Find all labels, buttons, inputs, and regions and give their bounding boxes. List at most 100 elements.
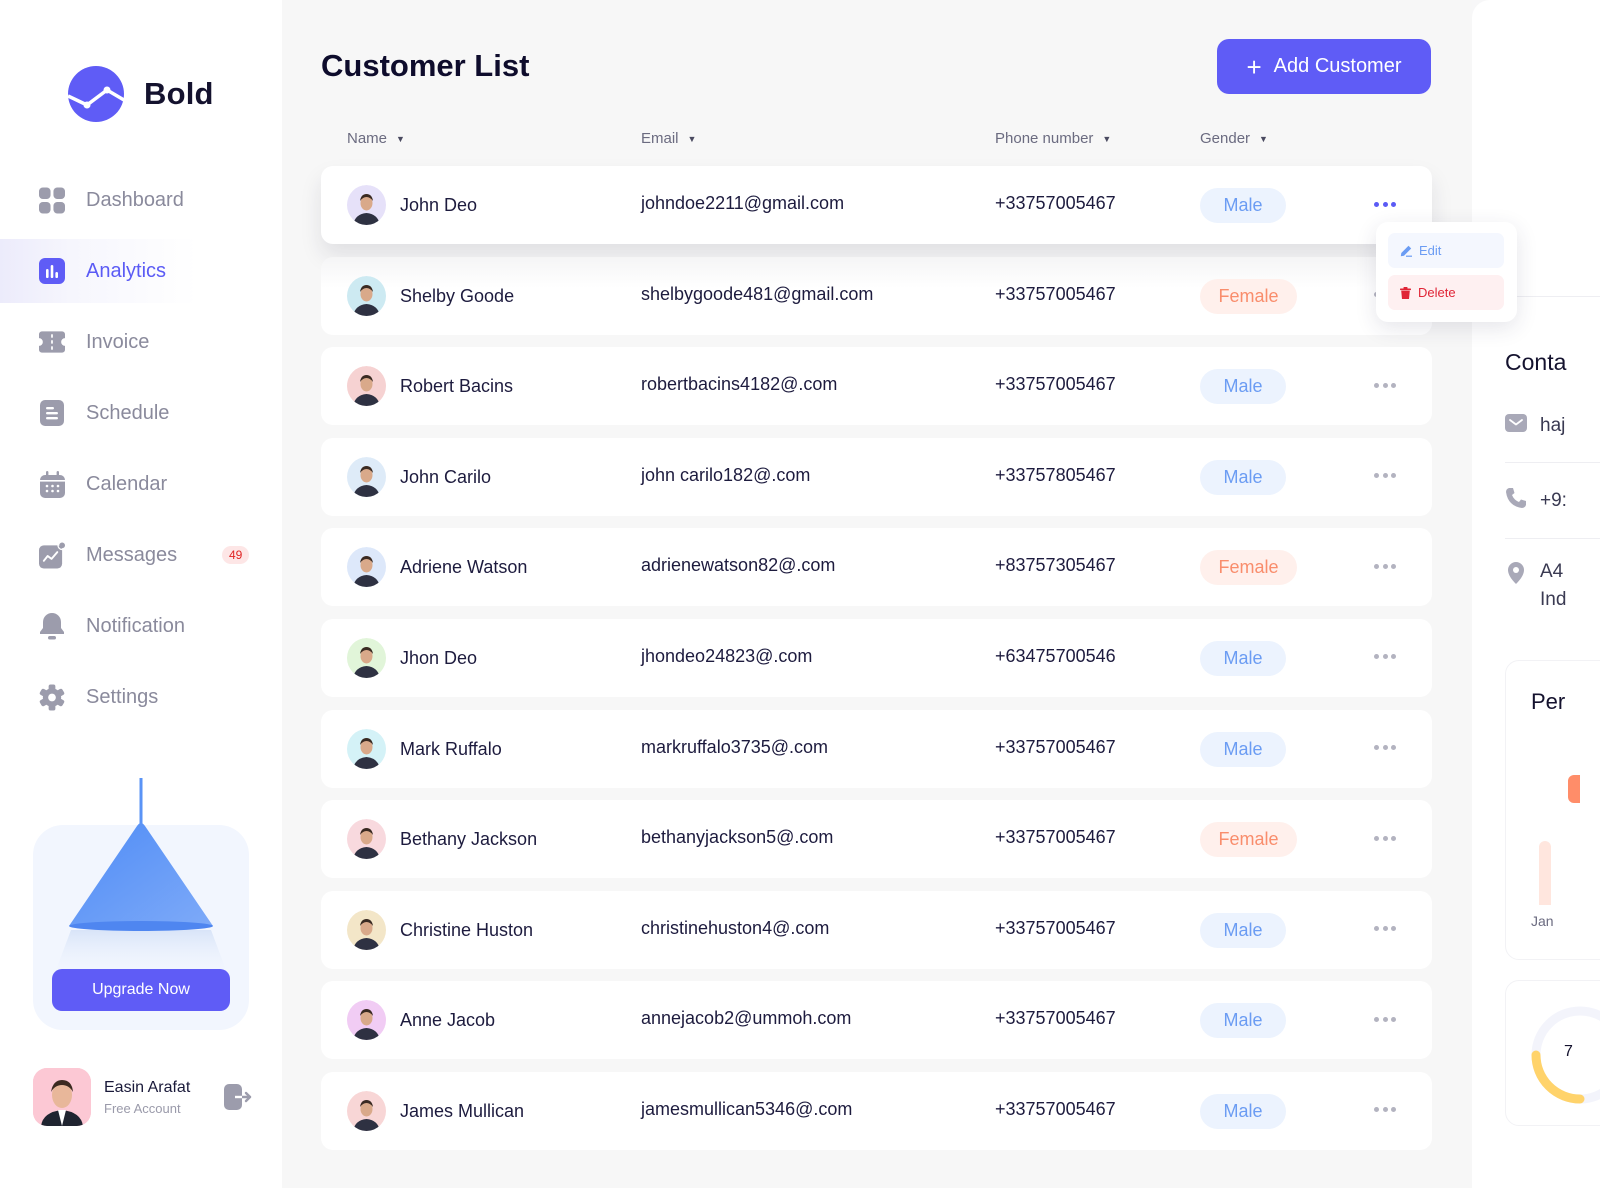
contact-phone: +9: [1505, 487, 1567, 515]
avatar [347, 637, 386, 678]
add-customer-button[interactable]: + Add Customer [1217, 39, 1431, 94]
customer-name: Anne Jacob [400, 1010, 496, 1031]
more-options-icon[interactable] [1374, 649, 1396, 665]
more-options-icon[interactable] [1374, 377, 1396, 393]
sidebar-item-messages[interactable]: Messages 49 [0, 523, 282, 587]
more-options-icon[interactable] [1374, 740, 1396, 756]
sidebar-item-label: Dashboard [86, 188, 184, 211]
table-row[interactable]: Bethany Jackson bethanyjackson5@.com +3375… [321, 800, 1432, 879]
sidebar-item-label: Notification [86, 614, 185, 637]
avatar [347, 456, 386, 497]
plus-icon: + [1246, 51, 1262, 82]
chart-bar-jan[interactable] [1539, 841, 1551, 905]
customer-name: John Deo [400, 195, 478, 215]
customer-detail-panel: Conta haj +9: A4 Ind Per Jan 7 [1472, 0, 1600, 1188]
gender-badge: Male [1200, 459, 1286, 495]
customer-phone: +33757005467 [995, 827, 1116, 848]
customer-phone: +33757005467 [995, 736, 1116, 757]
upgrade-now-button[interactable]: Upgrade Now [52, 969, 230, 1011]
more-options-icon[interactable] [1374, 921, 1396, 937]
column-label: Name [347, 130, 388, 147]
calendar-icon [39, 470, 65, 498]
sidebar-item-notification[interactable]: Notification [0, 594, 282, 658]
column-header-name[interactable]: Name ▼ [347, 130, 405, 147]
more-options-icon[interactable] [1374, 1102, 1396, 1118]
table-row[interactable]: Anne Jacob annejacob2@ummoh.com +337570054… [321, 981, 1432, 1060]
sort-caret-icon: ▼ [1102, 133, 1112, 144]
avatar [347, 185, 386, 225]
customer-name: John Carilo [400, 466, 492, 487]
divider [1505, 462, 1600, 463]
chart-bar-highlight[interactable] [1568, 775, 1580, 803]
user-info: Easin Arafat Free Account [104, 1079, 190, 1116]
performance-title: Per [1531, 689, 1566, 714]
sidebar-item-schedule[interactable]: Schedule [0, 381, 282, 445]
sidebar-item-dashboard[interactable]: Dashboard [0, 168, 282, 232]
column-header-email[interactable]: Email ▼ [641, 130, 696, 147]
table-row[interactable]: John Deo johndoe2211@gmail.com +3375700546… [321, 166, 1432, 244]
more-options-icon[interactable] [1374, 830, 1396, 846]
customer-name: Robert Bacins [400, 376, 514, 397]
gauge-ring-icon [1531, 1006, 1600, 1104]
contact-email: haj [1505, 412, 1565, 440]
sort-caret-icon: ▼ [396, 133, 405, 144]
avatar [347, 909, 386, 950]
customer-name: Adriene Watson [400, 557, 528, 578]
customer-name: Jhon Deo [400, 647, 478, 668]
table-row[interactable]: Shelby Goode shelbygoode481@gmail.com +337… [321, 256, 1432, 335]
sidebar-item-label: Messages [86, 543, 178, 566]
customer-phone: +33757005467 [995, 193, 1116, 213]
sidebar-item-calendar[interactable]: Calendar [0, 452, 282, 516]
customer-phone: +33757005467 [995, 283, 1116, 304]
ticket-icon [39, 329, 65, 355]
customer-email: shelbygoode481@gmail.com [641, 283, 874, 304]
column-header-phone[interactable]: Phone number ▼ [995, 130, 1111, 147]
delete-menu-item[interactable]: Delete [1388, 275, 1504, 310]
table-row[interactable]: Mark Ruffalo markruffalo3735@.com +3375700… [321, 709, 1432, 788]
sidebar-item-invoice[interactable]: Invoice [0, 310, 282, 374]
sidebar-nav: Dashboard Analytics Invoice Schedule Cal… [0, 168, 282, 736]
lamp-illustration-icon [53, 778, 229, 978]
avatar [347, 275, 386, 316]
row-action-menu: Edit Delete [1376, 222, 1517, 322]
more-options-icon[interactable] [1374, 468, 1396, 484]
avatar [347, 819, 386, 860]
sidebar-item-settings[interactable]: Settings [0, 665, 282, 729]
gender-badge: Female [1200, 278, 1297, 314]
customer-table: John Deo johndoe2211@gmail.com +3375700546… [321, 166, 1432, 1163]
table-row[interactable]: Adriene Watson adrienewatson82@.com +83757… [321, 528, 1432, 607]
month-label: Jan [1531, 913, 1554, 929]
more-options-icon[interactable] [1374, 558, 1396, 574]
avatar [347, 728, 386, 769]
customer-name: Mark Ruffalo [400, 738, 502, 759]
brand[interactable]: Bold [68, 66, 214, 122]
table-row[interactable]: Robert Bacins robertbacins4182@.com +33757… [321, 347, 1432, 426]
column-label: Email [641, 130, 679, 147]
table-row[interactable]: James Mullican jamesmullican5346@.com +337… [321, 1071, 1432, 1150]
contact-section-title: Conta [1505, 349, 1567, 375]
grid-icon [39, 187, 65, 213]
column-header-gender[interactable]: Gender ▼ [1200, 130, 1268, 147]
more-options-icon[interactable] [1374, 196, 1396, 212]
table-row[interactable]: Christine Huston christinehuston4@.com +33… [321, 890, 1432, 969]
gear-icon [39, 684, 65, 710]
more-options-icon[interactable] [1374, 1011, 1396, 1027]
gauge-value: 7 [1564, 1043, 1573, 1060]
table-row[interactable]: John Carilo john carilo182@.com +337578054… [321, 437, 1432, 516]
sidebar-item-label: Analytics [86, 259, 167, 282]
logout-icon[interactable] [224, 1084, 252, 1110]
table-row[interactable]: Jhon Deo jhondeo24823@.com +63475700546 Mal… [321, 618, 1432, 697]
chart-message-icon [39, 541, 65, 568]
gender-badge: Male [1200, 640, 1286, 676]
sidebar-item-analytics[interactable]: Analytics [0, 239, 282, 303]
edit-menu-item[interactable]: Edit [1388, 233, 1504, 268]
customer-email: markruffalo3735@.com [641, 736, 829, 757]
customer-email: johndoe2211@gmail.com [641, 193, 845, 213]
user-profile[interactable]: Easin Arafat Free Account [33, 1068, 190, 1126]
customer-phone: +33757005467 [995, 374, 1116, 395]
customer-email: annejacob2@ummoh.com [641, 1008, 852, 1029]
customer-email: bethanyjackson5@.com [641, 827, 834, 848]
customer-name: Shelby Goode [400, 285, 515, 306]
customer-name: Christine Huston [400, 919, 534, 940]
gauge-card: 7 [1505, 980, 1600, 1126]
